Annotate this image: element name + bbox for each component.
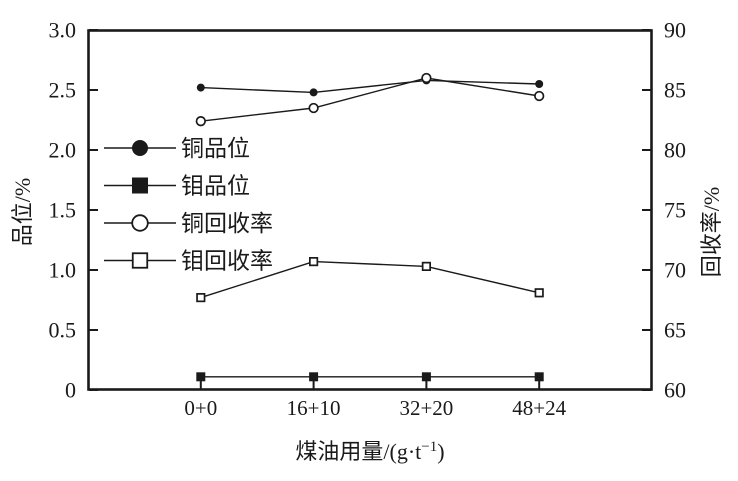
legend-open-square-icon	[131, 252, 149, 269]
left-axis-tick-label: 1.0	[49, 258, 77, 283]
series-cu-grade-point	[309, 88, 318, 97]
legend-label: 钼回收率	[181, 249, 273, 274]
series-mo-grade-point	[196, 372, 206, 382]
series-cu-grade-point	[535, 80, 544, 88]
legend-item-mo-recovery: 钼回收率	[104, 249, 273, 274]
legend-label: 钼品位	[181, 174, 250, 199]
legend-filled-circle-icon	[132, 140, 148, 156]
right-axis-tick-label: 80	[664, 138, 686, 163]
series-cu-recovery-point	[421, 72, 432, 84]
legend-label: 铜回收率	[181, 211, 273, 236]
series-mo-recovery-line	[200, 260, 540, 299]
plot-frame	[87, 29, 653, 391]
series-cu-recovery-point	[308, 102, 319, 114]
series-mo-grade-point	[309, 372, 319, 382]
right-axis-tick-label: 75	[664, 198, 686, 223]
left-axis-tick-label: 2.5	[49, 78, 77, 103]
left-axis-tick-label: 0	[65, 378, 76, 403]
series-mo-recovery-point	[421, 261, 431, 271]
series-cu-grade-line	[200, 79, 540, 94]
left-axis-tick-label: 1.5	[49, 198, 77, 223]
x-axis-tick-label: 0+0	[184, 396, 217, 420]
x-axis-title: 煤油用量/(g·t−1)	[295, 439, 444, 464]
right-axis-tick-label: 65	[664, 318, 686, 343]
left-axis-tick-label: 0.5	[49, 318, 77, 343]
series-cu-grade-point	[196, 83, 205, 92]
right-axis-tick-label: 90	[664, 18, 686, 43]
series-cu-recovery-line	[200, 77, 540, 122]
right-axis-title: 回收率/%	[699, 187, 724, 277]
series-mo-recovery-point	[534, 288, 544, 298]
right-axis-tick-label: 85	[664, 78, 686, 103]
legend-label: 铜品位	[181, 136, 250, 161]
left-axis-title: 品位/%	[10, 178, 35, 246]
series-mo-recovery	[196, 257, 544, 303]
series-mo-recovery-point	[196, 293, 206, 303]
legend-filled-square-icon	[132, 177, 148, 194]
x-axis-tick-label: 16+10	[287, 396, 341, 420]
right-axis-tick-label: 60	[664, 378, 686, 403]
left-axis-tick-label: 2.0	[49, 138, 77, 163]
x-axis-tick-label: 48+24	[512, 396, 566, 420]
right-axis-tick-label: 70	[664, 258, 686, 283]
series-mo-grade	[196, 372, 544, 382]
series-cu-recovery	[195, 72, 545, 127]
series-cu-recovery-point	[195, 116, 206, 127]
series-mo-grade-point	[421, 372, 431, 382]
left-axis-tick-label: 3.0	[49, 18, 77, 43]
x-axis-tick-label: 32+20	[399, 396, 453, 420]
series-mo-recovery-point	[309, 257, 319, 267]
legend-item-mo-grade: 钼品位	[104, 174, 250, 199]
legend-open-circle-icon	[131, 214, 149, 232]
legend-item-cu-recovery: 铜回收率	[104, 211, 273, 236]
series-mo-grade-point	[534, 372, 544, 382]
series-cu-recovery-point	[534, 90, 545, 102]
legend-item-cu-grade: 铜品位	[104, 136, 250, 161]
